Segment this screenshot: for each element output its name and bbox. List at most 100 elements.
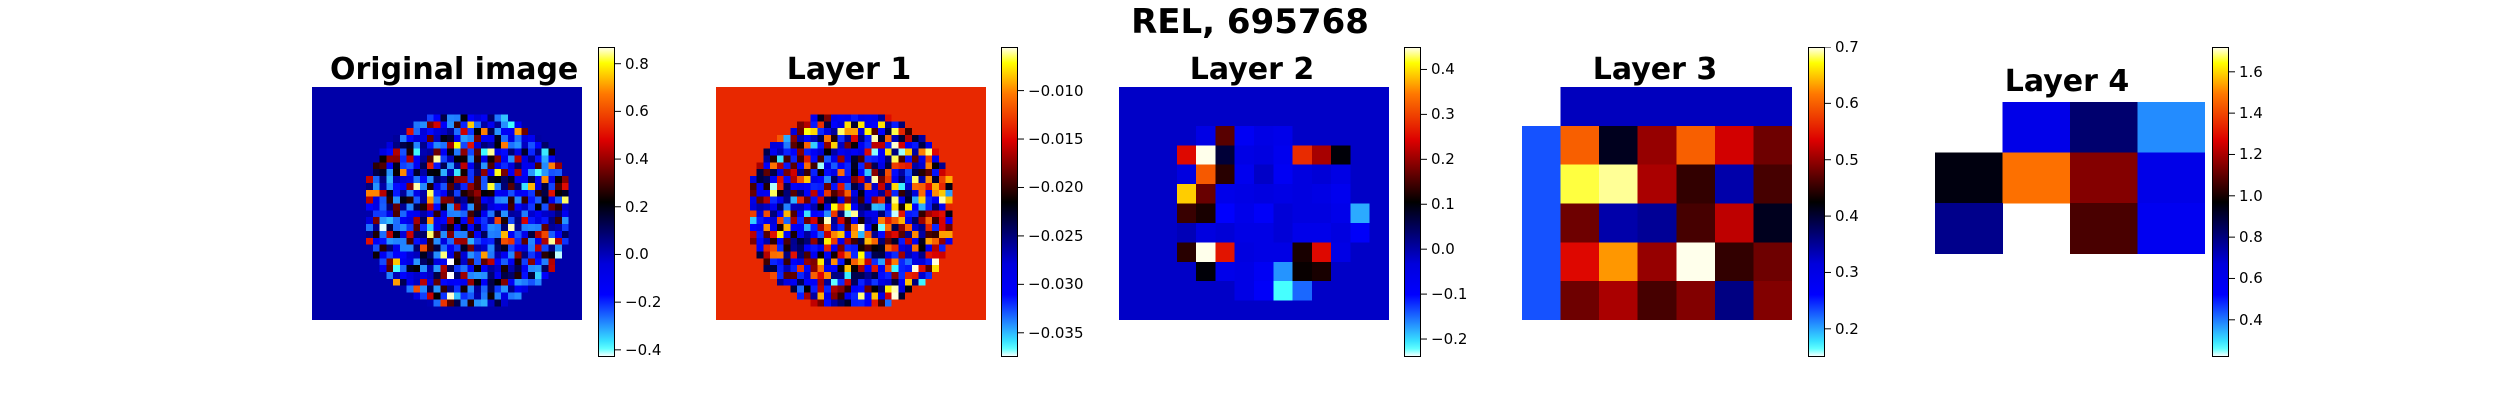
heatmap-cell: [824, 258, 832, 266]
heatmap-cell: [345, 162, 354, 170]
heatmap-cell: [460, 272, 468, 280]
heatmap-cell: [325, 107, 333, 116]
heatmap-cell: [480, 155, 489, 163]
heatmap-cell: [790, 128, 798, 136]
heatmap-cell: [770, 299, 778, 307]
heatmap-cell: [339, 169, 347, 177]
heatmap-cell: [1215, 242, 1236, 263]
heatmap-cell: [1119, 261, 1139, 282]
heatmap-cell: [541, 278, 549, 287]
heatmap-cell: [965, 87, 974, 95]
heatmap-cell: [501, 87, 509, 95]
heatmap-cell: [1157, 184, 1178, 205]
heatmap-cell: [507, 100, 516, 109]
heatmap-cell: [440, 100, 448, 109]
heatmap-cell: [803, 128, 812, 136]
heatmap-cell: [925, 141, 933, 150]
heatmap-cell: [339, 306, 347, 314]
heatmap-cell: [1311, 261, 1332, 282]
heatmap-cell: [406, 292, 414, 301]
heatmap-cell: [433, 237, 441, 246]
heatmap-cell: [878, 285, 886, 294]
heatmap-cell: [426, 285, 435, 294]
heatmap-cell: [359, 121, 367, 129]
heatmap-cell: [339, 162, 347, 170]
heatmap-cell: [487, 244, 495, 253]
heatmap-cell: [790, 176, 798, 184]
heatmap-cell: [878, 306, 886, 314]
heatmap-cell: [420, 162, 428, 170]
heatmap-cell: [575, 210, 582, 218]
heatmap-cell: [979, 210, 986, 218]
heatmap-cell: [736, 155, 744, 163]
heatmap-cell: [474, 278, 482, 287]
heatmap-cell: [318, 265, 327, 273]
heatmap-cell: [851, 306, 859, 314]
heatmap-cell: [864, 93, 872, 102]
heatmap-cell: [810, 272, 818, 280]
heatmap-cell: [898, 182, 906, 191]
heatmap-cell: [824, 182, 832, 191]
heatmap-cell: [318, 244, 327, 253]
heatmap-cell: [1254, 87, 1274, 108]
heatmap-cell: [790, 224, 798, 232]
heatmap-cell: [447, 217, 455, 225]
heatmap-cell: [318, 210, 327, 218]
heatmap-cell: [797, 93, 805, 102]
heatmap-cell: [965, 100, 974, 109]
heatmap-cell: [460, 292, 468, 301]
heatmap-cell: [911, 203, 920, 211]
heatmap-cell: [898, 107, 906, 116]
heatmap-cell: [864, 148, 872, 157]
heatmap-cell: [318, 107, 327, 116]
heatmap-cell: [494, 230, 502, 239]
heatmap-cell: [871, 272, 879, 280]
heatmap-cell: [729, 114, 737, 122]
heatmap-cell: [312, 121, 320, 129]
heatmap-cell: [426, 230, 435, 239]
heatmap-cell: [830, 121, 839, 129]
heatmap-cell: [507, 87, 516, 95]
colorbar-tick-label: 0.3: [1835, 263, 1859, 282]
heatmap-cell: [352, 217, 360, 225]
heatmap-cell: [722, 148, 731, 157]
heatmap-cell: [487, 100, 495, 109]
heatmap-cell: [339, 87, 347, 95]
heatmap-cell: [379, 128, 387, 136]
heatmap-cell: [722, 100, 731, 109]
heatmap-cell: [797, 141, 805, 150]
heatmap-cell: [1311, 222, 1332, 243]
heatmap-cell: [474, 114, 482, 122]
heatmap-cell: [959, 148, 967, 157]
heatmap-cell: [366, 217, 374, 225]
heatmap-cell: [318, 313, 327, 320]
heatmap-cell: [474, 272, 482, 280]
heatmap-cell: [521, 141, 529, 150]
panel-4-colorbar: [1808, 47, 1831, 357]
heatmap-cell: [447, 128, 455, 136]
heatmap-cell: [386, 285, 394, 294]
heatmap-cell: [406, 278, 414, 287]
heatmap-cell: [420, 278, 428, 287]
heatmap-cell: [803, 121, 812, 129]
heatmap-cell: [851, 100, 859, 109]
heatmap-cell: [339, 134, 347, 143]
heatmap-cell: [972, 87, 980, 95]
heatmap-cell: [541, 189, 549, 198]
heatmap-cell: [541, 87, 549, 95]
heatmap-cell: [878, 244, 886, 253]
heatmap-cell: [756, 100, 764, 109]
heatmap-cell: [433, 217, 441, 225]
heatmap-cell: [386, 258, 394, 266]
heatmap-cell: [501, 292, 509, 301]
heatmap-cell: [359, 134, 367, 143]
heatmap-cell: [447, 285, 455, 294]
heatmap-cell: [824, 278, 832, 287]
heatmap-cell: [830, 210, 839, 218]
heatmap-cell: [345, 210, 354, 218]
heatmap-cell: [379, 176, 387, 184]
heatmap-cell: [952, 107, 960, 116]
heatmap-cell: [467, 299, 475, 307]
heatmap-cell: [817, 100, 825, 109]
heatmap-cell: [575, 87, 582, 95]
